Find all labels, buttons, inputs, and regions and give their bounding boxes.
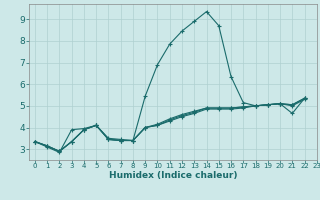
X-axis label: Humidex (Indice chaleur): Humidex (Indice chaleur) bbox=[108, 171, 237, 180]
